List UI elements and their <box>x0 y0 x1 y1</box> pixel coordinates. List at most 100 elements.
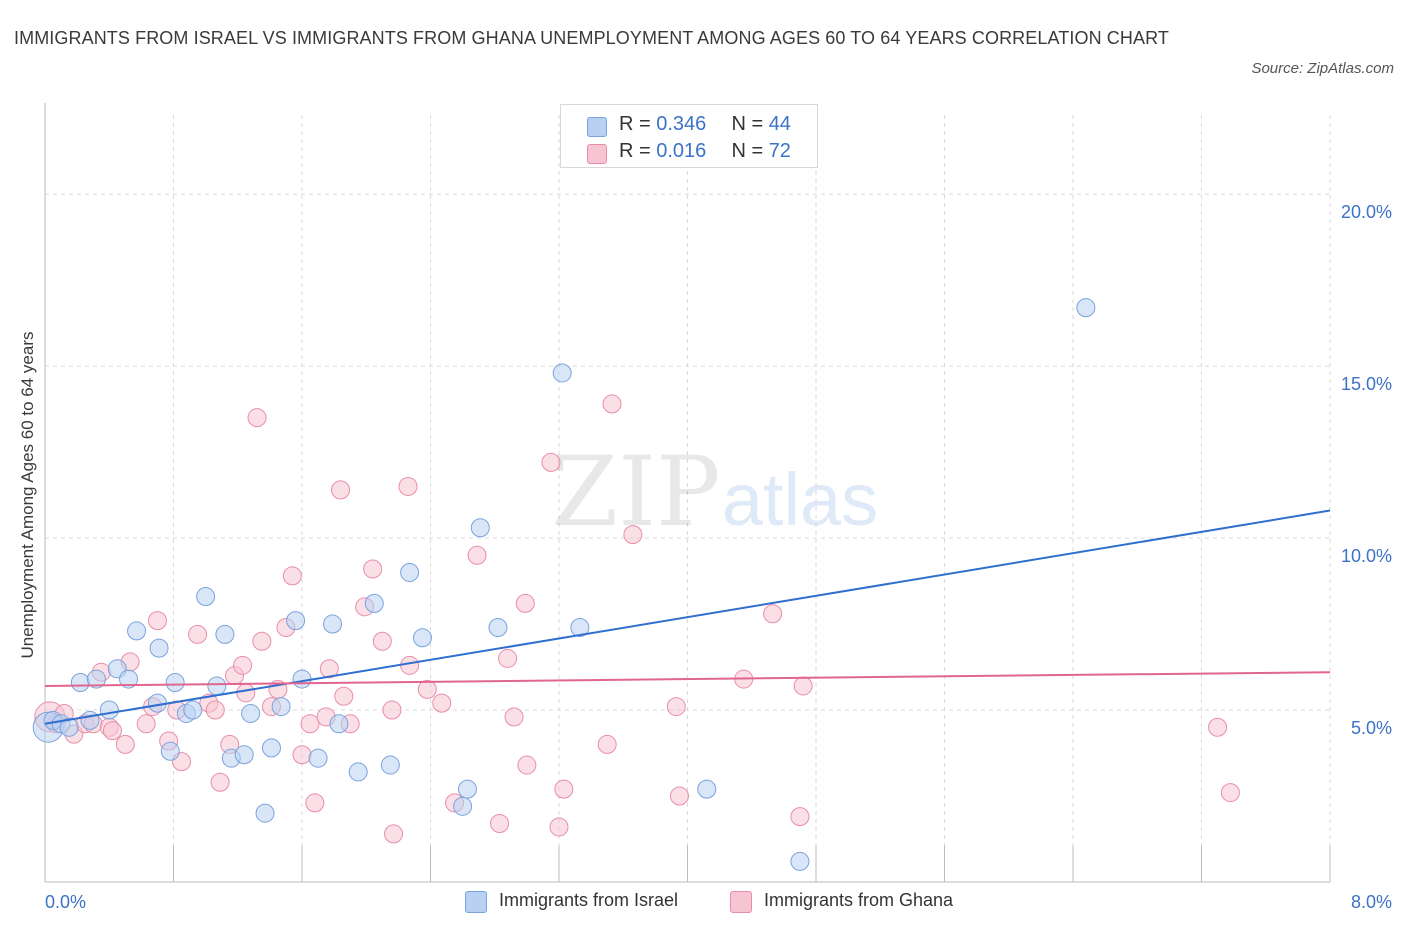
ghana-point <box>793 676 813 696</box>
ghana-point <box>136 714 156 734</box>
israel-point <box>412 628 432 648</box>
ghana-point <box>282 566 302 586</box>
israel-point <box>165 673 185 693</box>
israel-point <box>119 669 139 689</box>
legend-ghana-n-label: N = <box>731 140 769 162</box>
ghana-point <box>517 755 537 775</box>
ghana-trend-line <box>44 671 1331 687</box>
israel-point <box>790 851 810 871</box>
ghana-point <box>233 655 253 675</box>
ghana-point <box>398 476 418 496</box>
ghana-point <box>490 814 510 834</box>
bottom-legend-label-ghana: Immigrants from Ghana <box>764 890 954 910</box>
israel-point <box>255 803 275 823</box>
israel-point <box>234 745 254 765</box>
watermark-atlas: atlas <box>722 458 878 541</box>
ghana-point <box>210 772 230 792</box>
ghana-point <box>669 786 689 806</box>
tick-labels: 5.0% 10.0% 15.0% 20.0% 0.0% 8.0% <box>45 202 1392 912</box>
legend-israel-n: 44 <box>768 113 791 135</box>
ghana-point <box>236 683 256 703</box>
trend-lines <box>44 509 1331 725</box>
israel-point <box>196 587 216 607</box>
grid <box>45 115 1331 882</box>
ghana-point <box>541 452 561 472</box>
ghana-point <box>554 779 574 799</box>
ghana-point <box>790 807 810 827</box>
axes <box>44 103 1331 883</box>
israel-point <box>453 796 473 816</box>
ghana-point <box>300 714 320 734</box>
ghana-point <box>384 824 404 844</box>
ghana-point <box>334 686 354 706</box>
ghana-point <box>102 721 122 741</box>
israel-point <box>160 741 180 761</box>
ghana-point <box>623 525 643 545</box>
bottom-legend-swatch-ghana <box>730 891 752 913</box>
ghana-point <box>331 480 351 500</box>
israel-point <box>261 738 281 758</box>
israel-point <box>329 714 349 734</box>
ghana-point <box>504 707 524 727</box>
ghana-point <box>205 700 225 720</box>
ghana-point <box>515 593 535 613</box>
israel-point <box>149 638 169 658</box>
israel-point <box>457 779 477 799</box>
israel-point <box>59 717 79 737</box>
israel-point <box>127 621 147 641</box>
legend-ghana-r-label: R = <box>619 140 657 162</box>
ghana-point <box>417 679 437 699</box>
y-axis-label: Unemployment Among Ages 60 to 64 years <box>18 331 37 659</box>
ghana-point <box>602 394 622 414</box>
ghana-point <box>247 408 267 428</box>
israel-point <box>86 669 106 689</box>
legend-ghana-n: 72 <box>768 140 791 162</box>
bottom-legend-label-israel: Immigrants from Israel <box>499 890 679 910</box>
israel-point <box>1076 298 1096 318</box>
series-israel-points <box>32 298 1096 871</box>
israel-point <box>348 762 368 782</box>
x-tick-label: 8.0% <box>1351 892 1392 912</box>
ghana-point <box>763 604 783 624</box>
bottom-legend-swatch-israel <box>465 891 487 913</box>
israel-point <box>70 673 90 693</box>
ghana-point <box>305 793 325 813</box>
israel-point <box>215 624 235 644</box>
ghana-point <box>115 734 135 754</box>
ghana-point <box>252 631 272 651</box>
israel-point <box>364 593 384 613</box>
ghana-point <box>666 697 686 717</box>
ghana-point <box>549 817 569 837</box>
israel-point <box>380 755 400 775</box>
legend-israel-n-label: N = <box>731 113 769 135</box>
legend-israel-r-label: R = <box>619 113 657 135</box>
israel-point <box>470 518 490 538</box>
israel-point <box>99 700 119 720</box>
ghana-point <box>1208 717 1228 737</box>
israel-point <box>286 611 306 631</box>
ghana-point <box>372 631 392 651</box>
israel-point <box>207 676 227 696</box>
israel-point <box>241 703 261 723</box>
y-tick-label: 5.0% <box>1351 718 1392 738</box>
ghana-point <box>319 659 339 679</box>
ghana-point <box>292 745 312 765</box>
ghana-point <box>188 624 208 644</box>
watermark: ZIP atlas <box>551 436 878 548</box>
ghana-point <box>597 734 617 754</box>
israel-point <box>552 363 572 383</box>
israel-point <box>271 697 291 717</box>
y-axis-label-box: Unemployment Among Ages 60 to 64 years <box>16 300 40 690</box>
source-credit: Source: ZipAtlas.com <box>1251 60 1394 77</box>
israel-point <box>697 779 717 799</box>
y-tick-label: 15.0% <box>1341 374 1392 394</box>
israel-point <box>400 562 420 582</box>
y-tick-label: 20.0% <box>1341 202 1392 222</box>
legend-israel-r: 0.346 <box>656 113 707 135</box>
ghana-point <box>467 545 487 565</box>
correlation-legend: R = 0.346 N = 44 R = 0.016 N = 72 <box>560 104 818 168</box>
legend-ghana-r: 0.016 <box>656 140 707 162</box>
israel-point <box>80 710 100 730</box>
israel-point <box>570 617 590 637</box>
